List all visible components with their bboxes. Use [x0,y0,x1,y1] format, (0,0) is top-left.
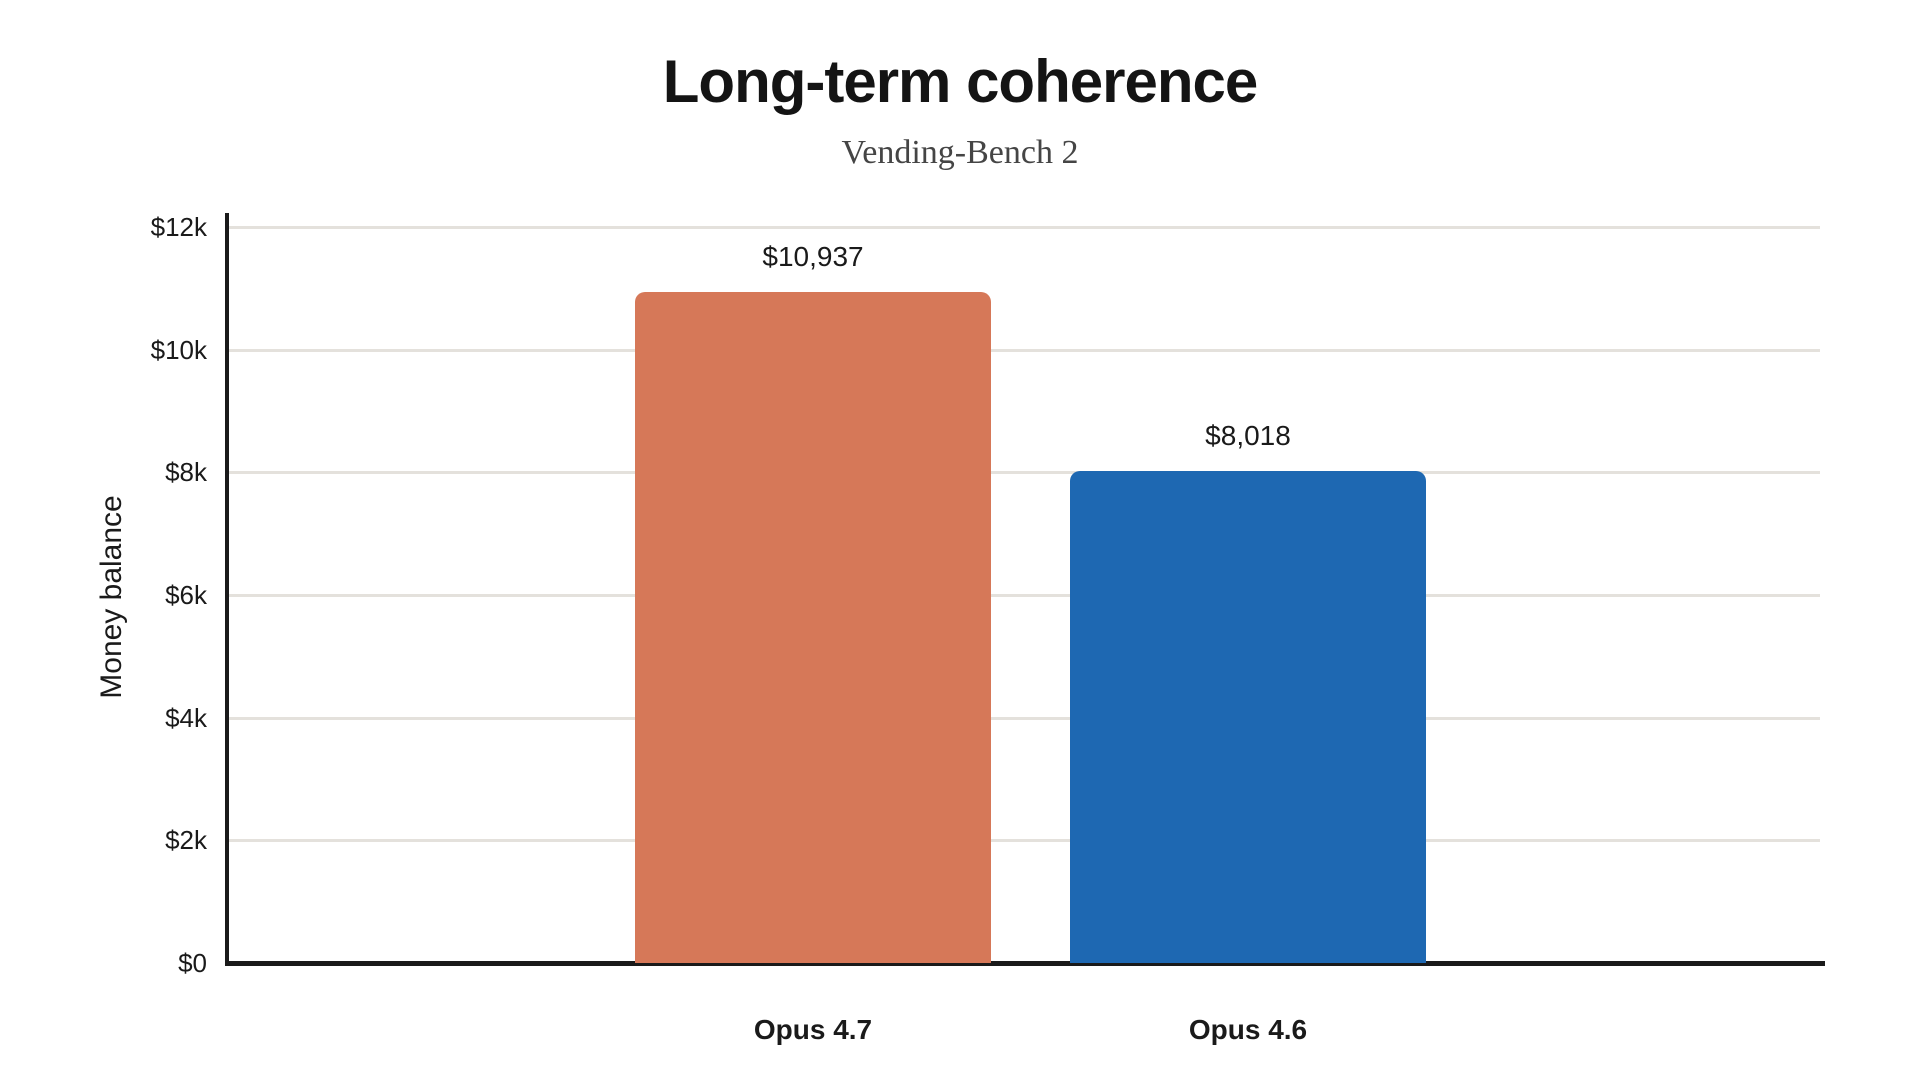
chart-title: Long-term coherence [662,48,1258,115]
bar-opus-4-6 [1070,471,1426,963]
gridline-8k [227,471,1820,474]
y-tick-label: $0 [178,948,207,978]
gridline-2k [227,839,1820,842]
y-tick-label: $6k [165,580,207,610]
gridline-6k [227,594,1820,597]
gridline-12k [227,226,1820,229]
y-tick-label: $10k [150,335,207,365]
bar-value-label: $8,018 [1205,420,1291,451]
chart-subtitle: Vending-Bench 2 [841,134,1079,171]
y-tick-label: $12k [150,212,207,242]
x-category-label: Opus 4.7 [753,1014,873,1045]
x-axis-line [225,961,1825,966]
y-axis-line [225,213,229,965]
y-tick-label: $2k [165,825,207,855]
bar-value-label: $10,937 [762,241,864,272]
gridline-4k [227,717,1820,720]
gridline-10k [227,349,1820,352]
y-tick-label: $4k [165,703,207,733]
x-category-label: Opus 4.6 [1188,1014,1308,1045]
bar-opus-4-7 [635,292,991,963]
y-tick-label: $8k [165,457,207,487]
